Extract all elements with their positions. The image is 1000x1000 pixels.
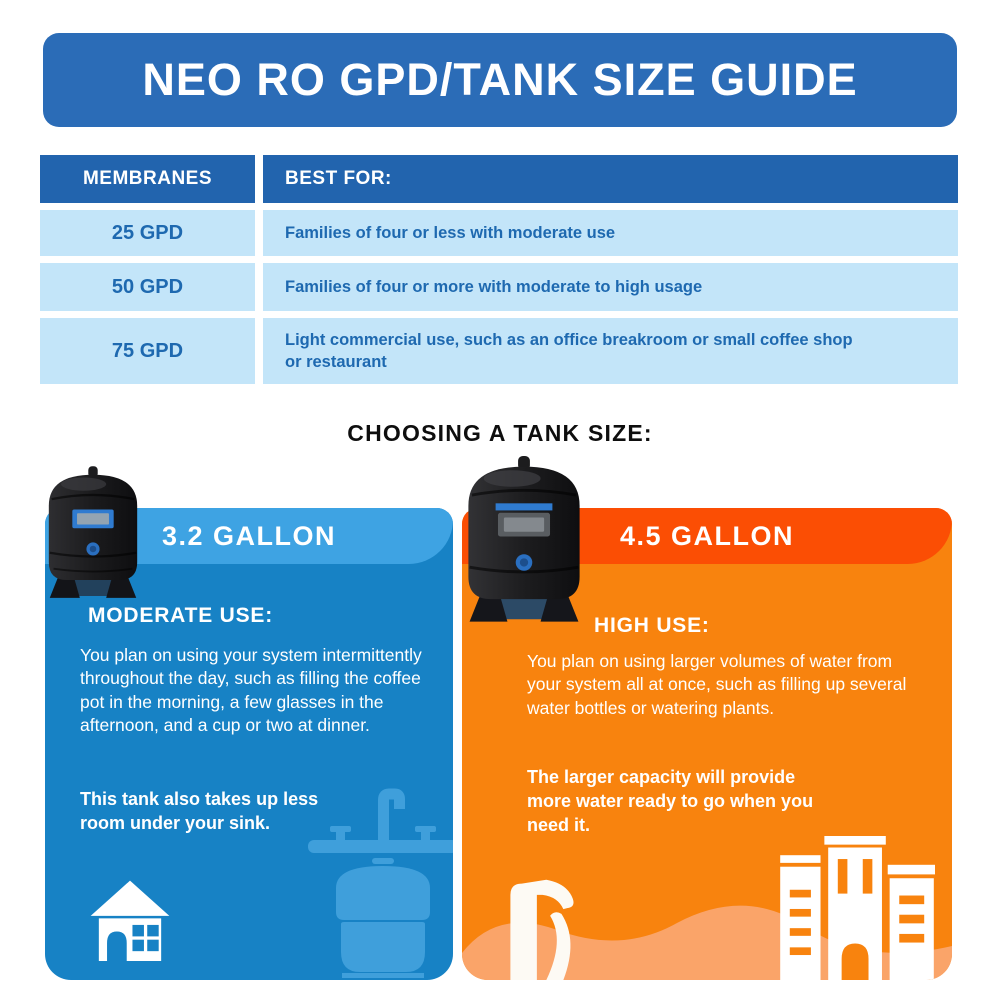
- best-for-value: Families of four or more with moderate t…: [263, 263, 958, 311]
- pressure-tank-icon: [468, 456, 580, 622]
- card-4-5-gallon: 4.5 GALLON: [462, 456, 952, 980]
- membrane-value: 50 GPD: [40, 263, 255, 311]
- house-icon: [90, 880, 170, 961]
- table-header-row: MEMBRANES BEST FOR:: [40, 155, 958, 203]
- best-for-text: Families of four or more with moderate t…: [285, 277, 703, 296]
- best-for-text: Light commercial use, such as an office …: [285, 330, 853, 371]
- column-header-membranes: MEMBRANES: [40, 155, 255, 203]
- page-title: NEO RO GPD/TANK SIZE GUIDE: [142, 54, 858, 105]
- title-banner: NEO RO GPD/TANK SIZE GUIDE: [43, 33, 957, 127]
- section-heading: CHOOSING A TANK SIZE:: [347, 420, 653, 446]
- table-row: 50 GPD Families of four or more with mod…: [40, 263, 958, 311]
- use-description: You plan on using larger volumes of wate…: [527, 651, 907, 718]
- table-row: 25 GPD Families of four or less with mod…: [40, 210, 958, 256]
- membrane-table: MEMBRANES BEST FOR: 25 GPD Families of f…: [40, 155, 958, 391]
- sink-and-tank-icon: [308, 788, 453, 978]
- card-3-2-gallon: 3.2 GALLON: [45, 466, 453, 980]
- pressure-tank-icon: [48, 466, 138, 598]
- use-level-heading: MODERATE USE:: [88, 604, 274, 627]
- use-level-heading: HIGH USE:: [594, 614, 710, 637]
- tank-note: The larger capacity will provide more wa…: [527, 767, 814, 835]
- column-header-best-for: BEST FOR:: [263, 155, 958, 203]
- tank-note: This tank also takes up less room under …: [80, 789, 319, 833]
- tank-size-label: 4.5 GALLON: [619, 520, 795, 551]
- buildings-icon: [780, 836, 935, 980]
- card-decoration-layer: 3.2 GALLON: [45, 508, 453, 980]
- use-description: You plan on using your system intermitte…: [80, 645, 422, 735]
- best-for-text: Families of four or less with moderate u…: [285, 223, 616, 242]
- table-row: 75 GPD Light commercial use, such as an …: [40, 318, 958, 384]
- tank-size-label: 3.2 GALLON: [161, 520, 337, 551]
- membrane-value: 25 GPD: [40, 210, 255, 256]
- best-for-value: Families of four or less with moderate u…: [263, 210, 958, 256]
- best-for-value: Light commercial use, such as an office …: [263, 318, 958, 384]
- membrane-value: 75 GPD: [40, 318, 255, 384]
- faucet-icon: [510, 879, 574, 980]
